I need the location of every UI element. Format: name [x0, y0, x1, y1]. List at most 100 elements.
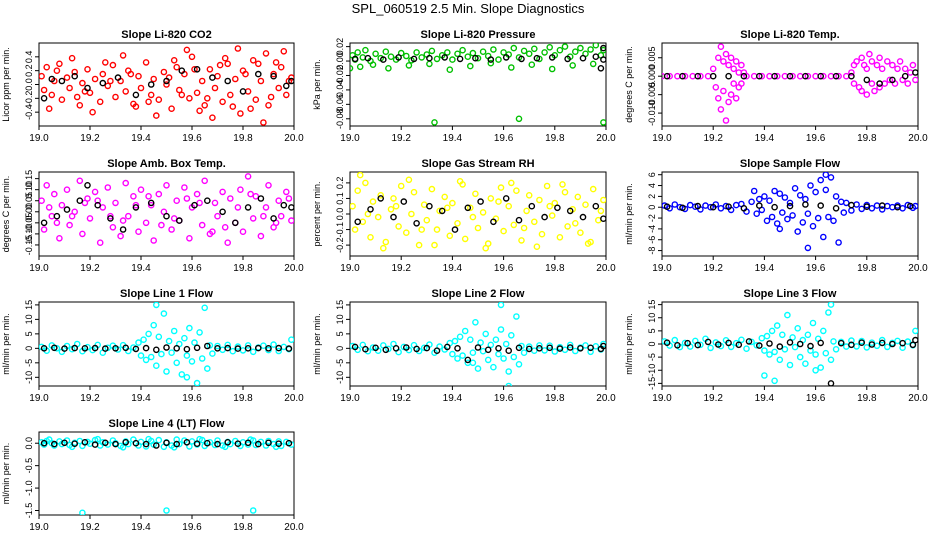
data-point: [193, 440, 201, 448]
data-point: [663, 203, 671, 210]
data-point: [257, 232, 265, 240]
data-point: [832, 72, 840, 80]
data-point: [254, 440, 262, 448]
data-point: [132, 91, 140, 99]
x-tick-label: 19.0: [29, 133, 49, 144]
y-tick-label: -6: [647, 236, 657, 244]
data-point: [858, 54, 866, 62]
data-point: [203, 197, 211, 204]
data-point: [513, 187, 520, 194]
data-point: [175, 86, 183, 94]
data-point: [528, 202, 536, 210]
chart-title: Slope Line 4 (LT) Flow: [109, 418, 225, 430]
data-point: [853, 201, 860, 208]
data-point: [125, 212, 132, 220]
data-point: [441, 54, 449, 61]
data-point: [181, 334, 188, 342]
y-tick-label: 0.2: [335, 177, 345, 190]
data-point: [53, 219, 61, 227]
data-point: [96, 98, 104, 106]
data-point: [285, 77, 293, 85]
data-point: [868, 80, 876, 87]
data-point: [354, 187, 362, 194]
data-point: [367, 205, 374, 213]
data-point: [122, 179, 129, 187]
y-tick-label: -0.04: [335, 80, 345, 101]
data-point: [548, 54, 556, 61]
data-point: [155, 333, 163, 341]
data-point: [556, 345, 564, 352]
data-point: [191, 339, 198, 346]
data-point: [523, 207, 530, 215]
data-point: [173, 359, 180, 367]
data-point: [438, 207, 446, 215]
data-point: [420, 201, 428, 208]
data-point: [147, 91, 155, 99]
data-point: [400, 198, 408, 205]
data-point: [112, 93, 119, 101]
data-point: [175, 440, 183, 448]
data-point: [142, 59, 150, 66]
data-point: [377, 195, 385, 202]
series-all: [662, 43, 918, 124]
y-tick-label: 0: [24, 346, 34, 351]
data-point: [889, 340, 896, 348]
data-point: [267, 93, 275, 101]
data-point: [878, 65, 886, 73]
data-point: [224, 344, 231, 352]
x-tick-label: 19.0: [652, 393, 672, 404]
data-point: [247, 105, 254, 112]
x-tick-label: 20.0: [284, 393, 304, 404]
data-point: [433, 55, 441, 63]
x-tick-label: 19.8: [857, 393, 877, 404]
data-point: [577, 229, 584, 236]
data-point: [209, 114, 216, 121]
data-points: [39, 173, 294, 246]
data-point: [456, 55, 464, 63]
data-point: [776, 225, 784, 233]
data-point: [717, 106, 725, 113]
data-point: [546, 344, 554, 352]
data-point: [193, 190, 201, 198]
data-point: [413, 219, 420, 227]
data-point: [109, 223, 117, 231]
x-tick-label: 19.2: [80, 393, 100, 404]
y-tick-label: 15: [24, 300, 34, 310]
data-point: [863, 344, 871, 351]
data-point: [99, 70, 107, 78]
data-point: [704, 338, 712, 346]
series-subset: [40, 181, 294, 233]
data-point: [224, 60, 231, 68]
data-point: [99, 204, 107, 211]
x-tick-label: 19.8: [545, 133, 565, 144]
data-point: [469, 349, 477, 357]
data-point: [873, 202, 881, 209]
data-point: [461, 235, 469, 243]
data-point: [548, 65, 556, 73]
data-point: [825, 213, 832, 221]
data-point: [858, 87, 866, 95]
data-point: [725, 203, 732, 210]
data-point: [533, 243, 541, 250]
data-point: [832, 204, 840, 212]
x-tick-label: 20.0: [596, 133, 616, 144]
data-point: [474, 365, 482, 372]
data-point: [740, 72, 748, 80]
data-point: [894, 65, 901, 73]
data-point: [789, 72, 796, 80]
x-tick-label: 19.4: [443, 263, 463, 274]
data-point: [868, 341, 876, 348]
data-point: [794, 324, 802, 332]
x-tick-label: 19.2: [703, 133, 723, 144]
x-tick-label: 19.4: [755, 263, 775, 274]
data-point: [441, 193, 449, 201]
data-point: [804, 331, 812, 339]
series-subset: [351, 342, 606, 364]
data-point: [802, 360, 809, 368]
data-point: [178, 371, 186, 378]
data-point: [515, 115, 523, 123]
y-axis-label: ml/min per min.: [624, 183, 634, 245]
data-point: [600, 119, 606, 126]
data-point: [451, 226, 459, 233]
data-point: [758, 72, 766, 80]
